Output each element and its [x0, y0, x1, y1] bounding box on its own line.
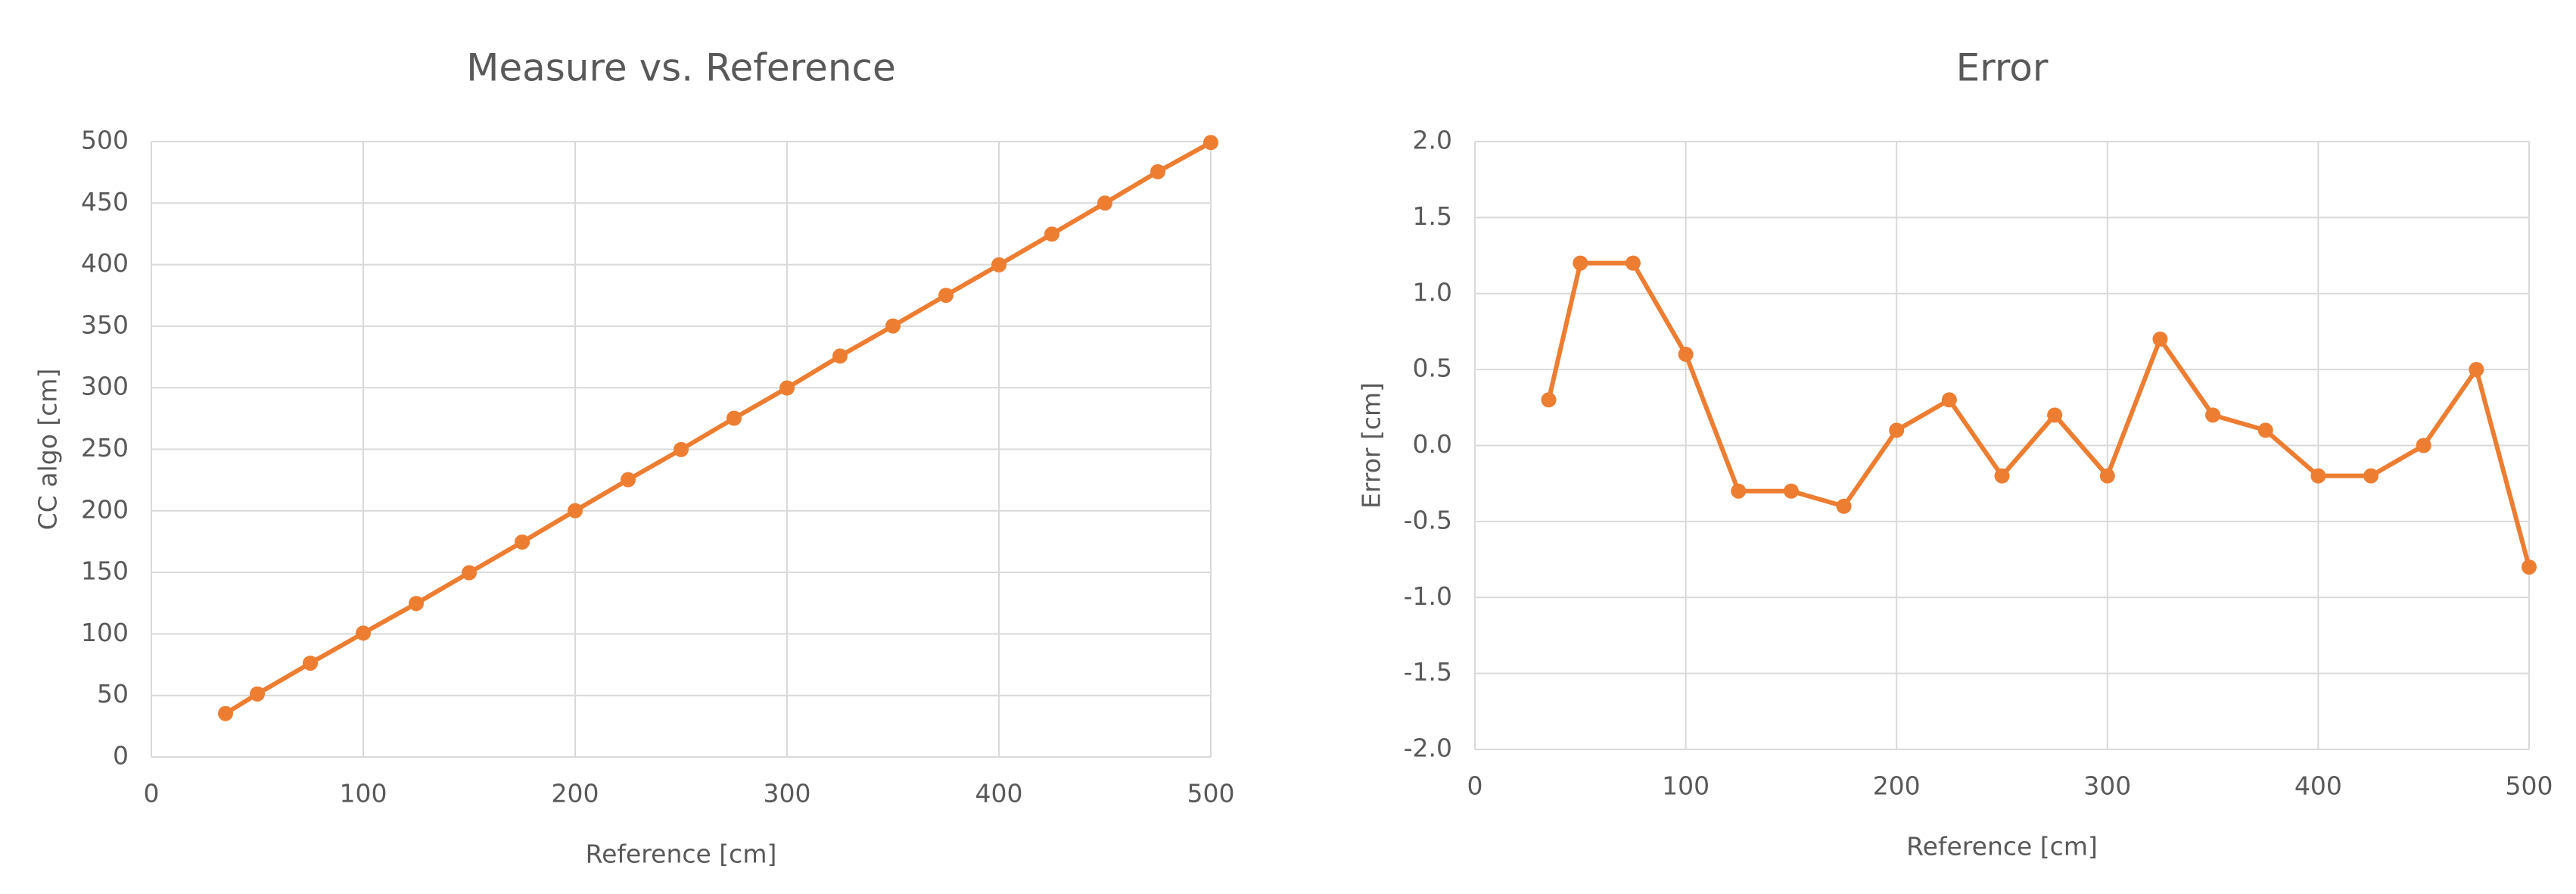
x-tick-label: 500	[1187, 779, 1235, 808]
y-tick-label: 400	[81, 248, 129, 278]
data-line	[1546, 260, 2531, 568]
data-point	[1941, 392, 1957, 408]
y-tick-label: 2.0	[1413, 126, 1452, 155]
data-point	[779, 380, 795, 396]
y-tick-label: 150	[81, 556, 129, 586]
y-tick-label: -1.5	[1404, 657, 1452, 687]
data-point	[2047, 407, 2063, 423]
data-point	[2363, 468, 2379, 484]
y-tick-label: 1.5	[1413, 201, 1452, 231]
data-point	[356, 625, 371, 641]
data-point	[2416, 438, 2431, 453]
data-point	[1731, 483, 1747, 499]
data-point	[938, 288, 954, 304]
data-point	[1203, 135, 1218, 151]
data-point	[303, 656, 318, 671]
data-point	[2310, 468, 2326, 484]
data-point	[885, 318, 901, 334]
y-tick-label: 450	[81, 187, 129, 216]
data-point	[218, 706, 233, 721]
data-point	[515, 534, 530, 550]
data-point	[462, 565, 477, 581]
data-point	[1541, 392, 1557, 408]
x-tick-label: 100	[1662, 771, 1710, 801]
data-point	[991, 257, 1006, 273]
data-point	[250, 686, 265, 702]
y-tick-label: 100	[81, 618, 129, 647]
data-point	[1573, 255, 1588, 271]
x-tick-label: 300	[2083, 771, 2131, 801]
data-point	[674, 441, 689, 457]
y-axis-label: CC algo [cm]	[33, 369, 63, 531]
data-point	[1097, 195, 1112, 211]
y-tick-label: 200	[81, 494, 129, 524]
data-point	[1783, 483, 1799, 499]
y-tick-label: 50	[97, 679, 129, 709]
y-tick-label: 300	[81, 372, 129, 401]
data-point	[568, 503, 583, 519]
data-point	[1889, 422, 1905, 438]
y-tick-label: 350	[81, 310, 129, 339]
y-tick-label: -0.5	[1404, 505, 1452, 534]
data-point	[1150, 164, 1165, 179]
data-point	[1625, 255, 1641, 271]
x-axis-label: Reference [cm]	[1906, 832, 2098, 861]
x-tick-label: 400	[975, 779, 1023, 808]
data-point	[2205, 407, 2221, 423]
y-tick-label: -1.0	[1404, 581, 1452, 611]
data-point	[2099, 468, 2115, 484]
data-point	[621, 472, 636, 487]
y-tick-label: 1.0	[1413, 277, 1452, 307]
chart-title: Measure vs. Reference	[466, 46, 896, 90]
data-point	[1836, 498, 1852, 514]
data-point	[1044, 226, 1059, 242]
data-line	[224, 140, 1212, 716]
y-tick-label: -2.0	[1404, 734, 1452, 763]
y-tick-label: 250	[81, 433, 129, 463]
data-point	[726, 410, 742, 426]
data-point	[2257, 422, 2273, 438]
y-tick-label: 500	[81, 126, 129, 155]
y-axis-label: Error [cm]	[1357, 382, 1386, 509]
y-tick-label: 0.5	[1413, 354, 1452, 383]
x-tick-label: 200	[1873, 771, 1921, 801]
chart-title: Error	[1956, 46, 2049, 90]
x-tick-label: 0	[1467, 771, 1483, 801]
x-axis-label: Reference [cm]	[586, 839, 777, 869]
x-tick-label: 300	[764, 779, 811, 808]
x-tick-label: 200	[552, 779, 599, 808]
data-point	[409, 596, 424, 612]
data-point	[2469, 362, 2484, 378]
data-point	[1678, 347, 1694, 363]
data-point	[1994, 468, 2010, 484]
data-point	[832, 348, 848, 364]
x-tick-label: 100	[340, 779, 387, 808]
x-tick-label: 500	[2506, 771, 2553, 801]
data-point	[2522, 559, 2537, 575]
y-tick-label: 0	[113, 741, 129, 771]
x-tick-label: 0	[144, 779, 160, 808]
x-tick-label: 400	[2294, 771, 2342, 801]
data-point	[2152, 331, 2168, 347]
y-tick-label: 0.0	[1413, 429, 1452, 459]
